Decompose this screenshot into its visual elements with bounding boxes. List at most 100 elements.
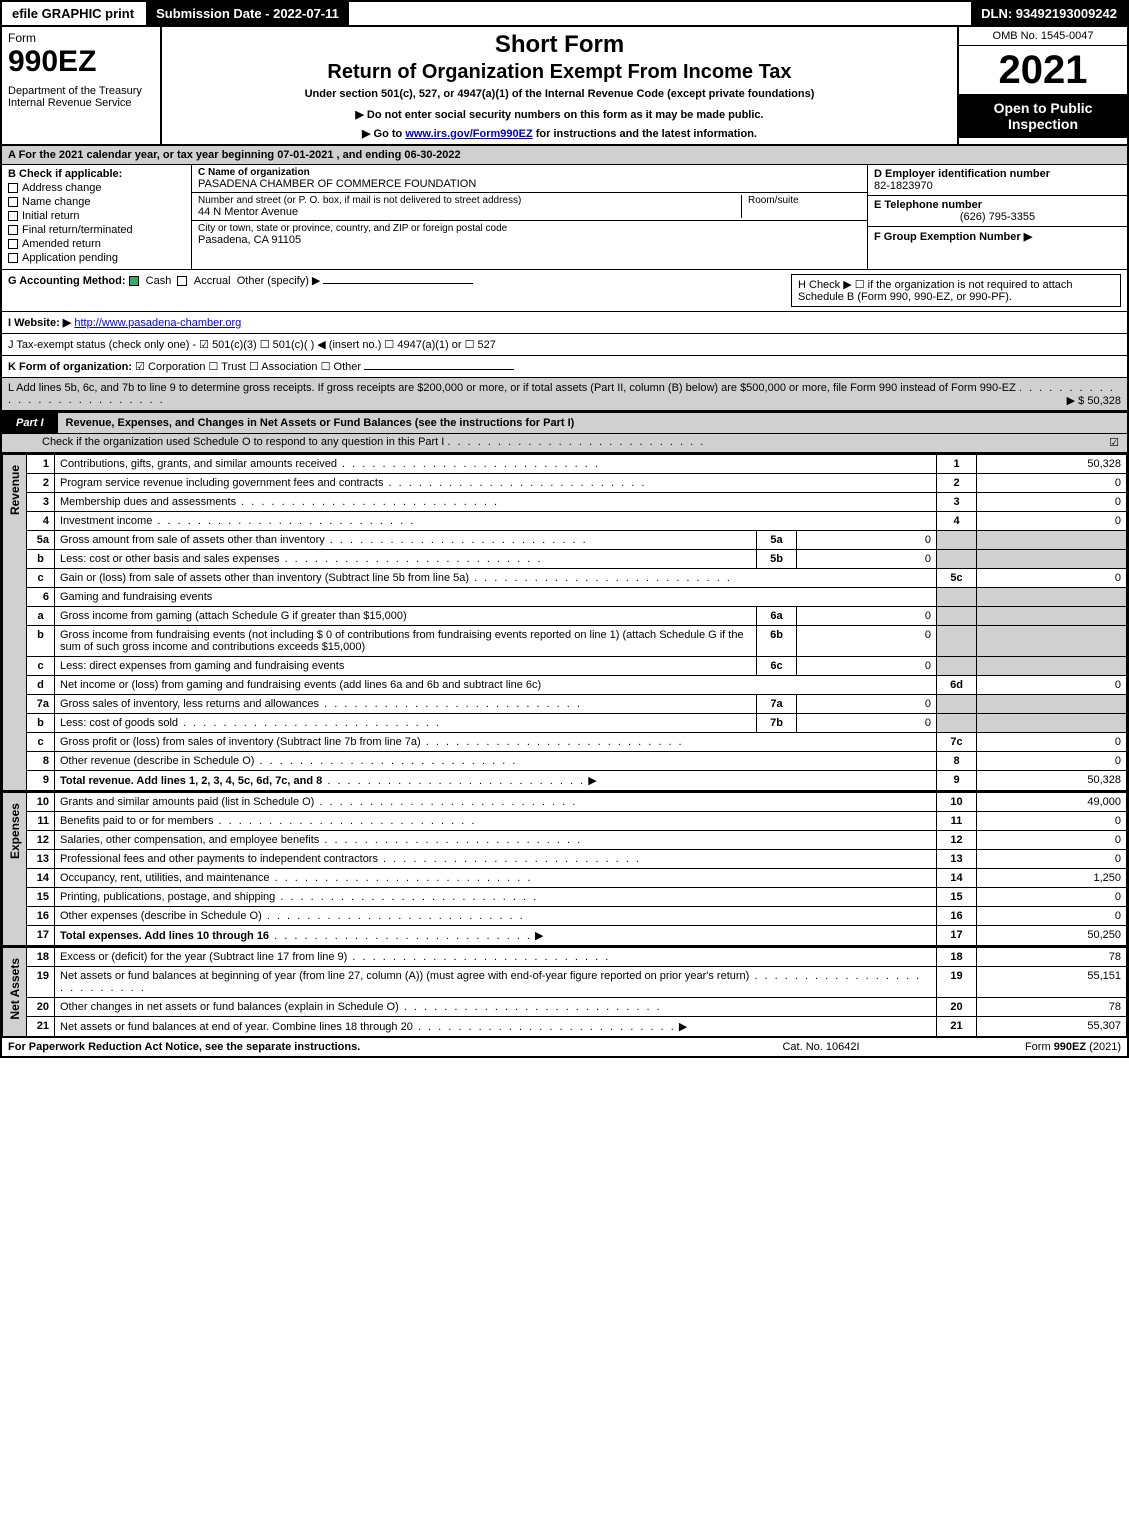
form-title: Return of Organization Exempt From Incom… — [172, 61, 947, 84]
row-9: 9Total revenue. Add lines 1, 2, 3, 4, 5c… — [27, 771, 1127, 791]
section-bcdef: B Check if applicable: Address change Na… — [2, 165, 1127, 270]
section-l: L Add lines 5b, 6c, and 7b to line 9 to … — [2, 378, 1127, 411]
chk-application-pending[interactable]: Application pending — [8, 252, 185, 264]
page-footer: For Paperwork Reduction Act Notice, see … — [2, 1037, 1127, 1056]
row-15: 15Printing, publications, postage, and s… — [27, 888, 1127, 907]
row-21: 21Net assets or fund balances at end of … — [27, 1017, 1127, 1037]
expenses-block: Expenses 10Grants and similar amounts pa… — [2, 791, 1127, 946]
section-b: B Check if applicable: Address change Na… — [2, 165, 192, 269]
section-k: K Form of organization: ☑ Corporation ☐ … — [2, 356, 1127, 378]
chk-accrual[interactable] — [177, 276, 187, 286]
row-7a: 7aGross sales of inventory, less returns… — [27, 695, 1127, 714]
row-1: 1Contributions, gifts, grants, and simil… — [27, 455, 1127, 474]
row-8: 8Other revenue (describe in Schedule O)8… — [27, 752, 1127, 771]
org-city: Pasadena, CA 91105 — [198, 234, 861, 246]
other-specify-input[interactable] — [323, 283, 473, 284]
row-7b: bLess: cost of goods sold7b0 — [27, 714, 1127, 733]
row-20: 20Other changes in net assets or fund ba… — [27, 998, 1127, 1017]
section-i: I Website: ▶ http://www.pasadena-chamber… — [2, 312, 1127, 334]
row-13: 13Professional fees and other payments t… — [27, 850, 1127, 869]
k-options: ☑ Corporation ☐ Trust ☐ Association ☐ Ot… — [135, 361, 361, 373]
short-form-title: Short Form — [172, 31, 947, 59]
section-a: A For the 2021 calendar year, or tax yea… — [2, 146, 1127, 165]
row-5b: bLess: cost or other basis and sales exp… — [27, 550, 1127, 569]
f-label: F Group Exemption Number ▶ — [874, 231, 1032, 243]
row-5a: 5aGross amount from sale of assets other… — [27, 531, 1127, 550]
irs-link[interactable]: www.irs.gov/Form990EZ — [405, 128, 532, 140]
revenue-block: Revenue 1Contributions, gifts, grants, a… — [2, 453, 1127, 791]
row-19: 19Net assets or fund balances at beginni… — [27, 967, 1127, 998]
efile-print-button[interactable]: efile GRAPHIC print — [2, 2, 146, 25]
revenue-side-label: Revenue — [2, 454, 26, 791]
k-other-input[interactable] — [364, 369, 514, 370]
l-text: L Add lines 5b, 6c, and 7b to line 9 to … — [8, 382, 1016, 394]
row-2: 2Program service revenue including gover… — [27, 474, 1127, 493]
row-6: 6Gaming and fundraising events — [27, 588, 1127, 607]
ein-value: 82-1823970 — [874, 180, 1121, 192]
under-section-text: Under section 501(c), 527, or 4947(a)(1)… — [172, 88, 947, 100]
chk-final-return[interactable]: Final return/terminated — [8, 224, 185, 236]
section-j: J Tax-exempt status (check only one) - ☑… — [2, 334, 1127, 356]
row-14: 14Occupancy, rent, utilities, and mainte… — [27, 869, 1127, 888]
goto-pre: ▶ Go to — [362, 128, 405, 140]
part1-title: Revenue, Expenses, and Changes in Net As… — [58, 413, 1127, 433]
e-label: E Telephone number — [874, 199, 1121, 211]
section-c: C Name of organization PASADENA CHAMBER … — [192, 165, 867, 269]
chk-amended-return[interactable]: Amended return — [8, 238, 185, 250]
footer-right: Form 990EZ (2021) — [921, 1041, 1121, 1053]
l-amount: ▶ $ 50,328 — [1067, 394, 1121, 407]
row-11: 11Benefits paid to or for members110 — [27, 812, 1127, 831]
department-label: Department of the Treasury Internal Reve… — [8, 85, 154, 109]
section-h: H Check ▶ ☐ if the organization is not r… — [791, 274, 1121, 307]
revenue-table: 1Contributions, gifts, grants, and simil… — [26, 454, 1127, 791]
row-16: 16Other expenses (describe in Schedule O… — [27, 907, 1127, 926]
row-10: 10Grants and similar amounts paid (list … — [27, 793, 1127, 812]
row-18: 18Excess or (deficit) for the year (Subt… — [27, 948, 1127, 967]
c-name-label: C Name of organization — [198, 167, 861, 178]
schedule-o-checkbox[interactable]: ☑ — [1109, 436, 1119, 449]
chk-address-change[interactable]: Address change — [8, 182, 185, 194]
row-3: 3Membership dues and assessments30 — [27, 493, 1127, 512]
header-left: Form 990EZ Department of the Treasury In… — [2, 27, 162, 144]
submission-date-label: Submission Date - 2022-07-11 — [146, 2, 349, 25]
tax-year: 2021 — [959, 46, 1127, 94]
spacer — [349, 2, 971, 25]
expenses-side-label: Expenses — [2, 792, 26, 946]
part1-header: Part I Revenue, Expenses, and Changes in… — [2, 411, 1127, 434]
expenses-table: 10Grants and similar amounts paid (list … — [26, 792, 1127, 946]
ssn-warning: ▶ Do not enter social security numbers o… — [172, 108, 947, 121]
netassets-side-label: Net Assets — [2, 947, 26, 1037]
public-inspection-badge: Open to Public Inspection — [959, 94, 1127, 138]
dln-label: DLN: 93492193009242 — [971, 2, 1127, 25]
row-6a: aGross income from gaming (attach Schedu… — [27, 607, 1127, 626]
header-center: Short Form Return of Organization Exempt… — [162, 27, 957, 144]
netassets-block: Net Assets 18Excess or (deficit) for the… — [2, 946, 1127, 1037]
row-7c: cGross profit or (loss) from sales of in… — [27, 733, 1127, 752]
omb-number: OMB No. 1545-0047 — [959, 27, 1127, 46]
row-5c: cGain or (loss) from sale of assets othe… — [27, 569, 1127, 588]
form-number: 990EZ — [8, 45, 154, 79]
row-6b: bGross income from fundraising events (n… — [27, 626, 1127, 657]
form-header: Form 990EZ Department of the Treasury In… — [2, 25, 1127, 146]
chk-cash[interactable] — [129, 276, 139, 286]
chk-initial-return[interactable]: Initial return — [8, 210, 185, 222]
g-label: G Accounting Method: — [8, 275, 126, 287]
i-label: I Website: ▶ — [8, 317, 71, 329]
chk-name-change[interactable]: Name change — [8, 196, 185, 208]
schedule-o-line: Check if the organization used Schedule … — [2, 434, 1127, 453]
phone-value: (626) 795-3355 — [874, 211, 1121, 223]
row-6c: cLess: direct expenses from gaming and f… — [27, 657, 1127, 676]
goto-post: for instructions and the latest informat… — [533, 128, 757, 140]
form-word: Form — [8, 31, 154, 45]
section-gh: G Accounting Method: Cash Accrual Other … — [2, 270, 1127, 312]
top-bar: efile GRAPHIC print Submission Date - 20… — [2, 2, 1127, 25]
form-page: efile GRAPHIC print Submission Date - 20… — [0, 0, 1129, 1058]
c-city-label: City or town, state or province, country… — [198, 223, 861, 234]
section-def: D Employer identification number 82-1823… — [867, 165, 1127, 269]
website-link[interactable]: http://www.pasadena-chamber.org — [74, 317, 241, 329]
footer-center: Cat. No. 10642I — [721, 1041, 921, 1053]
row-4: 4Investment income40 — [27, 512, 1127, 531]
netassets-table: 18Excess or (deficit) for the year (Subt… — [26, 947, 1127, 1037]
section-g: G Accounting Method: Cash Accrual Other … — [8, 274, 785, 307]
footer-left: For Paperwork Reduction Act Notice, see … — [8, 1041, 721, 1053]
